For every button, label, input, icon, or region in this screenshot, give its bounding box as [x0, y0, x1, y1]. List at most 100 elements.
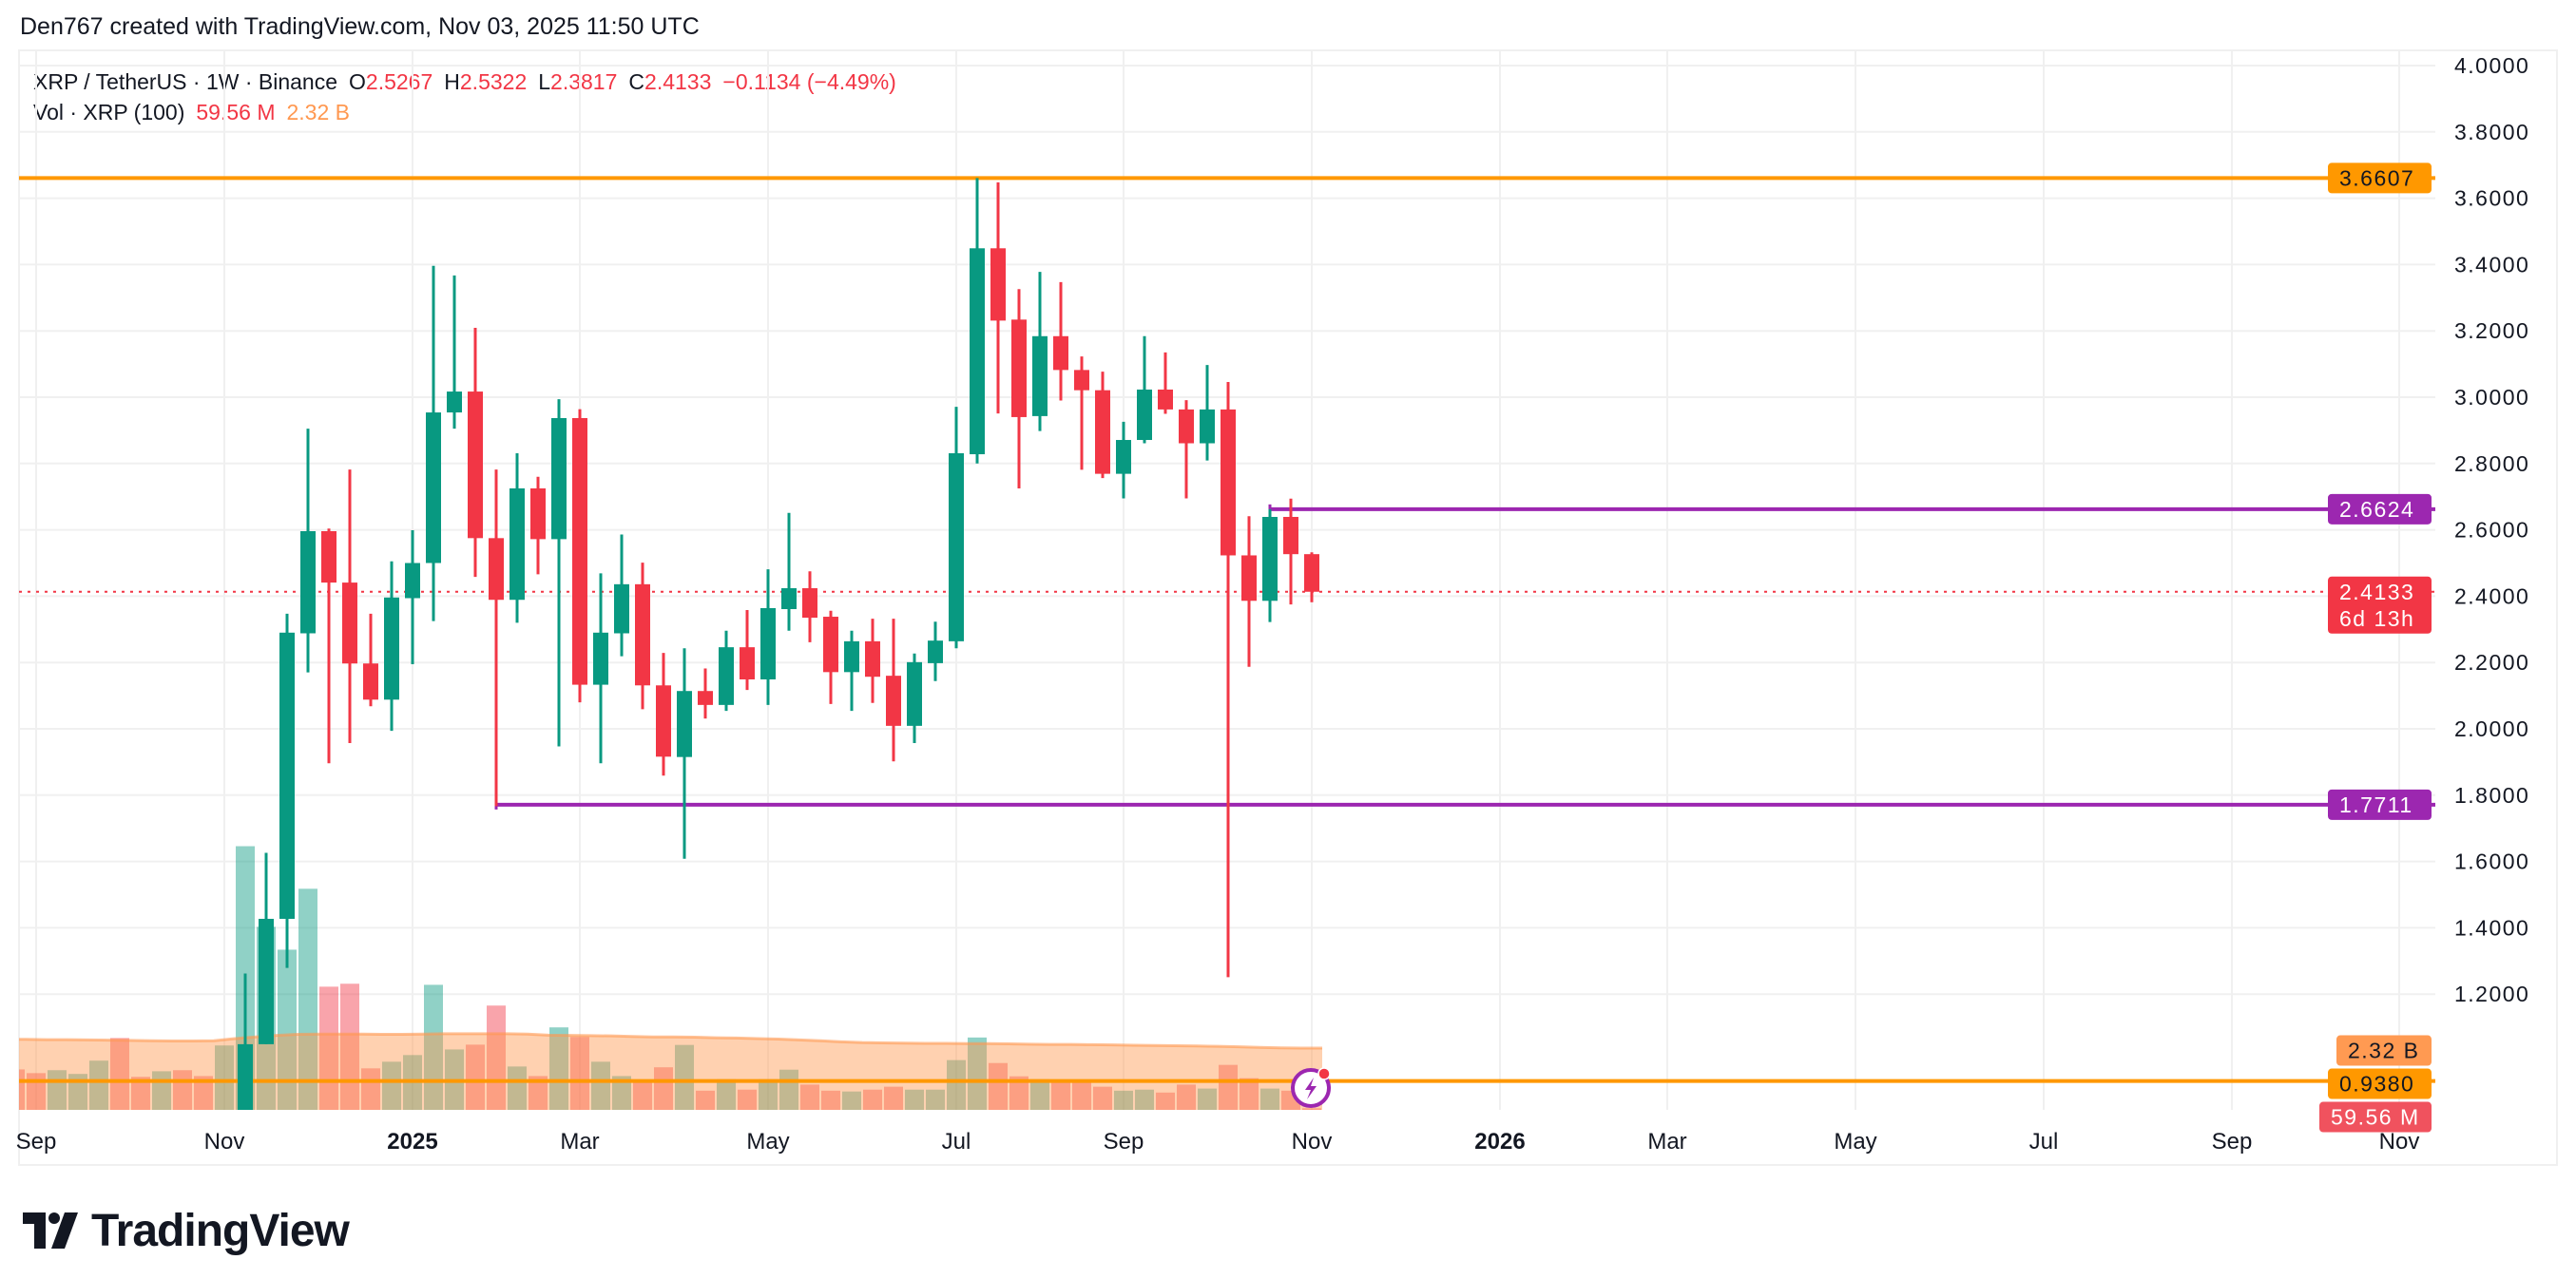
candle — [970, 178, 985, 464]
y-tick-label: 2.8000 — [2454, 451, 2529, 476]
candle — [1304, 552, 1319, 602]
candle-body — [468, 391, 483, 539]
x-tick-label: May — [746, 1129, 789, 1155]
candle-body — [426, 412, 441, 563]
open-value: 2.5267 — [365, 69, 433, 94]
candle — [865, 619, 880, 703]
price-label-text: 2.6624 — [2339, 497, 2414, 522]
lightning-icon[interactable] — [1291, 1067, 1331, 1108]
volume-bar — [278, 949, 297, 1110]
volume-bar — [905, 1089, 924, 1110]
volume-bar — [1177, 1084, 1196, 1110]
candle-body — [321, 530, 336, 583]
x-tick-label: Nov — [2379, 1129, 2420, 1155]
volume-bar — [633, 1080, 652, 1110]
candle — [886, 619, 901, 762]
candle-body — [300, 530, 316, 634]
candle-body — [1283, 516, 1298, 555]
candle-body — [949, 452, 964, 641]
x-tick-label: Sep — [2212, 1129, 2253, 1155]
x-tick-label: Jul — [2029, 1129, 2059, 1155]
x-tick-label: May — [1834, 1129, 1876, 1155]
candle — [384, 561, 399, 732]
candle-body — [1221, 409, 1236, 556]
candle — [363, 613, 378, 707]
volume-bar — [1219, 1064, 1238, 1110]
volume-bars — [19, 846, 1321, 1110]
candle — [1241, 516, 1257, 667]
candle-body — [677, 691, 692, 757]
notification-dot — [1317, 1067, 1331, 1080]
y-tick-label: 1.8000 — [2454, 783, 2529, 808]
candle — [635, 563, 650, 710]
candle-body — [1158, 389, 1173, 410]
candle-body — [781, 588, 797, 610]
volume-legend-row: Vol · XRP (100) 59.56 M 2.32 B — [33, 97, 896, 127]
tradingview-logo[interactable]: TradingView — [23, 1205, 350, 1257]
price-label-bg — [2328, 1068, 2432, 1099]
candle-body — [509, 487, 525, 601]
candle — [1158, 352, 1173, 414]
candle — [907, 653, 922, 744]
candle — [802, 571, 817, 642]
candle — [990, 181, 1006, 414]
volume-bar — [89, 1060, 108, 1110]
volume-bar — [340, 983, 359, 1110]
volume-bar — [1093, 1086, 1112, 1110]
candle-body — [1137, 389, 1152, 441]
volume-bar — [1135, 1089, 1154, 1110]
volume-bar — [675, 1044, 694, 1110]
x-tick-label: 2025 — [387, 1129, 437, 1155]
x-tick-label: Nov — [1292, 1129, 1333, 1155]
candle — [321, 528, 336, 764]
volume-bar — [424, 984, 443, 1110]
candles — [238, 178, 1319, 1110]
y-tick-label: 3.4000 — [2454, 252, 2529, 277]
volume-bar — [68, 1074, 87, 1110]
price-axis[interactable]: 4.0000 3.8000 3.6000 3.4000 3.2000 3.0000 2.80… — [2454, 53, 2529, 1006]
volume-bar — [612, 1076, 631, 1110]
volume-bar — [1030, 1079, 1049, 1110]
time-axis[interactable]: Sep Nov 2025 Mar May Jul Sep Nov 2026 Mar May Jul Se… — [16, 1129, 2420, 1155]
volume-bar — [487, 1005, 506, 1110]
volume-bar — [654, 1067, 673, 1110]
candle — [1200, 365, 1215, 461]
candle — [656, 653, 671, 776]
price-label-text: 1.7711 — [2339, 792, 2413, 817]
candle — [1283, 498, 1298, 605]
candle — [928, 621, 943, 681]
candle-body — [990, 248, 1006, 321]
candle — [1137, 335, 1152, 444]
plot-area[interactable] — [5, 176, 2435, 1210]
candle-body — [928, 640, 943, 663]
candle-body — [489, 538, 504, 601]
x-tick-label: Mar — [560, 1129, 599, 1155]
candle — [447, 275, 462, 430]
candle — [1074, 356, 1089, 470]
candle — [698, 668, 713, 719]
volume-ma-line — [19, 1032, 1322, 1050]
candle-body — [656, 685, 671, 757]
chart-attribution: Den767 created with TradingView.com, Nov… — [20, 13, 700, 40]
candle — [593, 573, 608, 764]
volume-bar — [508, 1066, 527, 1110]
candle — [740, 610, 755, 691]
volume-bar — [738, 1089, 757, 1110]
y-tick-label: 2.0000 — [2454, 716, 2529, 741]
candle — [949, 407, 964, 649]
candle — [1095, 372, 1110, 479]
price-label-bg — [2336, 1035, 2432, 1066]
candle — [844, 630, 859, 712]
volume-title[interactable]: Vol · XRP (100) — [33, 100, 185, 124]
y-tick-label: 2.6000 — [2454, 518, 2529, 543]
high-value: 2.5322 — [459, 69, 528, 94]
y-tick-label: 4.0000 — [2454, 53, 2529, 78]
candle-body — [1053, 335, 1068, 371]
symbol-title[interactable]: XRP / TetherUS · 1W · Binance — [33, 69, 338, 94]
chart-frame — [18, 49, 2558, 1166]
change-value: −0.1134 (−4.49%) — [722, 69, 896, 94]
candle-body — [614, 583, 629, 634]
price-label: 2.32 B — [2336, 1035, 2432, 1066]
